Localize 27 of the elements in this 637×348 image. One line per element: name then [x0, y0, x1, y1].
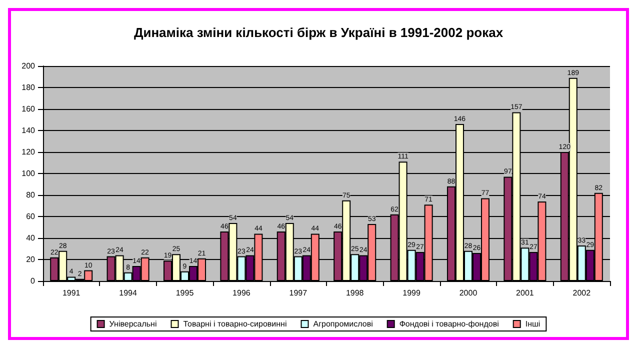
y-tick-label: 0: [30, 276, 36, 286]
x-tick-label: 1997: [289, 288, 308, 298]
y-tick-label: 180: [22, 83, 36, 92]
x-tick-label: 1996: [232, 288, 251, 298]
y-tick-label: 120: [22, 148, 36, 156]
legend-label: Товарні і товарно-сировинні: [183, 320, 287, 328]
y-tick-label: 160: [22, 104, 36, 114]
legend-label: Інші: [525, 320, 540, 328]
y-tick-label: 140: [22, 126, 36, 135]
y-tick-label: 200: [22, 62, 36, 70]
x-tick-label: 1995: [176, 288, 194, 298]
y-tick-label: 60: [26, 212, 36, 221]
x-tick-label: 2001: [516, 288, 534, 298]
legend-label: Агропромислові: [313, 320, 374, 328]
legend-label: Фондові і товарно-фондові: [399, 320, 500, 328]
y-tick-label: 100: [22, 169, 36, 178]
chart-title: Динаміка зміни кількості бірж в Україні в 1991-2002 роках: [134, 25, 504, 40]
x-tick-label: 2002: [572, 288, 592, 298]
y-tick-label: 40: [26, 234, 36, 242]
y-tick-label: 80: [26, 190, 36, 200]
y-tick-label: 20: [26, 255, 36, 264]
x-tick-label: 1999: [402, 288, 421, 298]
x-tick-label: 1994: [119, 288, 138, 298]
legend-label: Універсальні: [109, 320, 157, 328]
x-tick-label: 1998: [346, 288, 364, 298]
x-tick-label: 1991: [62, 288, 81, 298]
x-tick-label: 2000: [459, 288, 478, 298]
